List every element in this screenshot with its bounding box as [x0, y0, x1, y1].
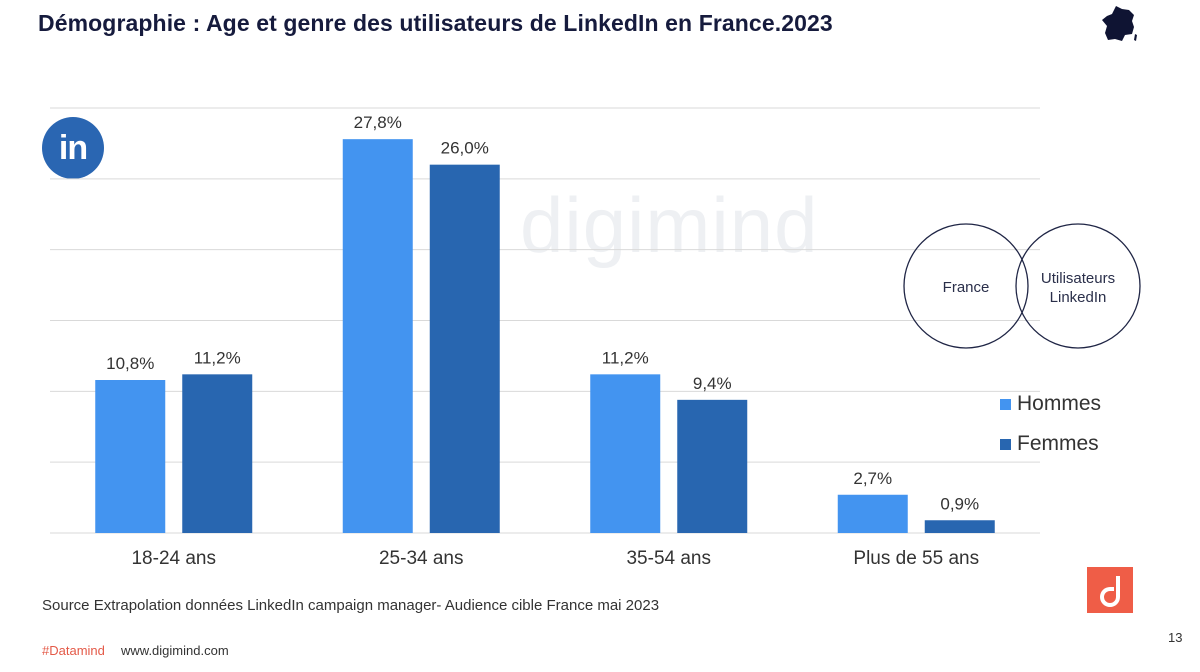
page-number: 13	[1168, 630, 1183, 645]
legend-swatch-hommes	[1000, 398, 1011, 410]
chart-legend: Hommes Femmes	[1000, 384, 1101, 464]
legend-label-femmes: Femmes	[1017, 432, 1099, 455]
bar-hommes-2	[342, 139, 413, 533]
venn-diagram: France Utilisateurs LinkedIn	[903, 223, 1141, 349]
bar-femmes-3	[677, 399, 748, 533]
data-label-femmes-1: 11,2%	[194, 348, 241, 367]
venn-circle-france	[903, 223, 1029, 349]
data-label-femmes-4: 0,9%	[940, 494, 979, 513]
category-label-4: Plus de 55 ans	[853, 548, 979, 569]
footer-hashtag: #Datamind	[42, 643, 105, 658]
chart-bars	[95, 139, 995, 533]
linkedin-logo-text: in	[58, 128, 88, 167]
digimind-watermark: digimind	[520, 181, 819, 269]
footer-url-link[interactable]: www.digimind.com	[121, 643, 229, 658]
source-note: Source Extrapolation données LinkedIn ca…	[42, 597, 660, 614]
page-title: Démographie : Age et genre des utilisate…	[38, 10, 833, 36]
bar-hommes-1	[95, 380, 166, 533]
bar-femmes-4	[924, 520, 995, 533]
chart-category-labels: 18-24 ans 25-34 ans 35-54 ans Plus de 55 an…	[131, 548, 979, 569]
venn-label-france: France	[943, 279, 990, 296]
data-label-hommes-4: 2,7%	[853, 469, 892, 488]
bar-femmes-2	[429, 164, 500, 533]
legend-swatch-femmes	[1000, 438, 1011, 450]
data-label-hommes-3: 11,2%	[602, 348, 649, 367]
digimind-logo-icon	[1087, 567, 1133, 613]
data-label-hommes-2: 27,8%	[354, 113, 402, 132]
venn-label-linkedin-1: Utilisateurs	[1041, 270, 1115, 287]
bar-femmes-1	[182, 374, 253, 533]
chart-data-labels: 10,8% 11,2% 27,8% 26,0% 11,2% 9,4% 2,7% 0,9%	[106, 113, 979, 513]
data-label-hommes-1: 10,8%	[106, 354, 154, 373]
bar-hommes-4	[837, 494, 908, 533]
france-map-icon	[1102, 6, 1137, 41]
data-label-femmes-3: 9,4%	[693, 374, 732, 393]
bar-hommes-3	[590, 374, 661, 533]
venn-label-linkedin-2: LinkedIn	[1050, 289, 1107, 306]
linkedin-logo-icon: in	[42, 117, 104, 179]
category-label-1: 18-24 ans	[131, 548, 216, 569]
legend-item-hommes: Hommes	[1000, 384, 1101, 424]
legend-label-hommes: Hommes	[1017, 392, 1102, 415]
category-label-2: 25-34 ans	[379, 548, 464, 569]
category-label-3: 35-54 ans	[626, 548, 711, 569]
data-label-femmes-2: 26,0%	[441, 139, 489, 158]
venn-circle-linkedin	[1015, 223, 1141, 349]
legend-item-femmes: Femmes	[1000, 424, 1101, 464]
